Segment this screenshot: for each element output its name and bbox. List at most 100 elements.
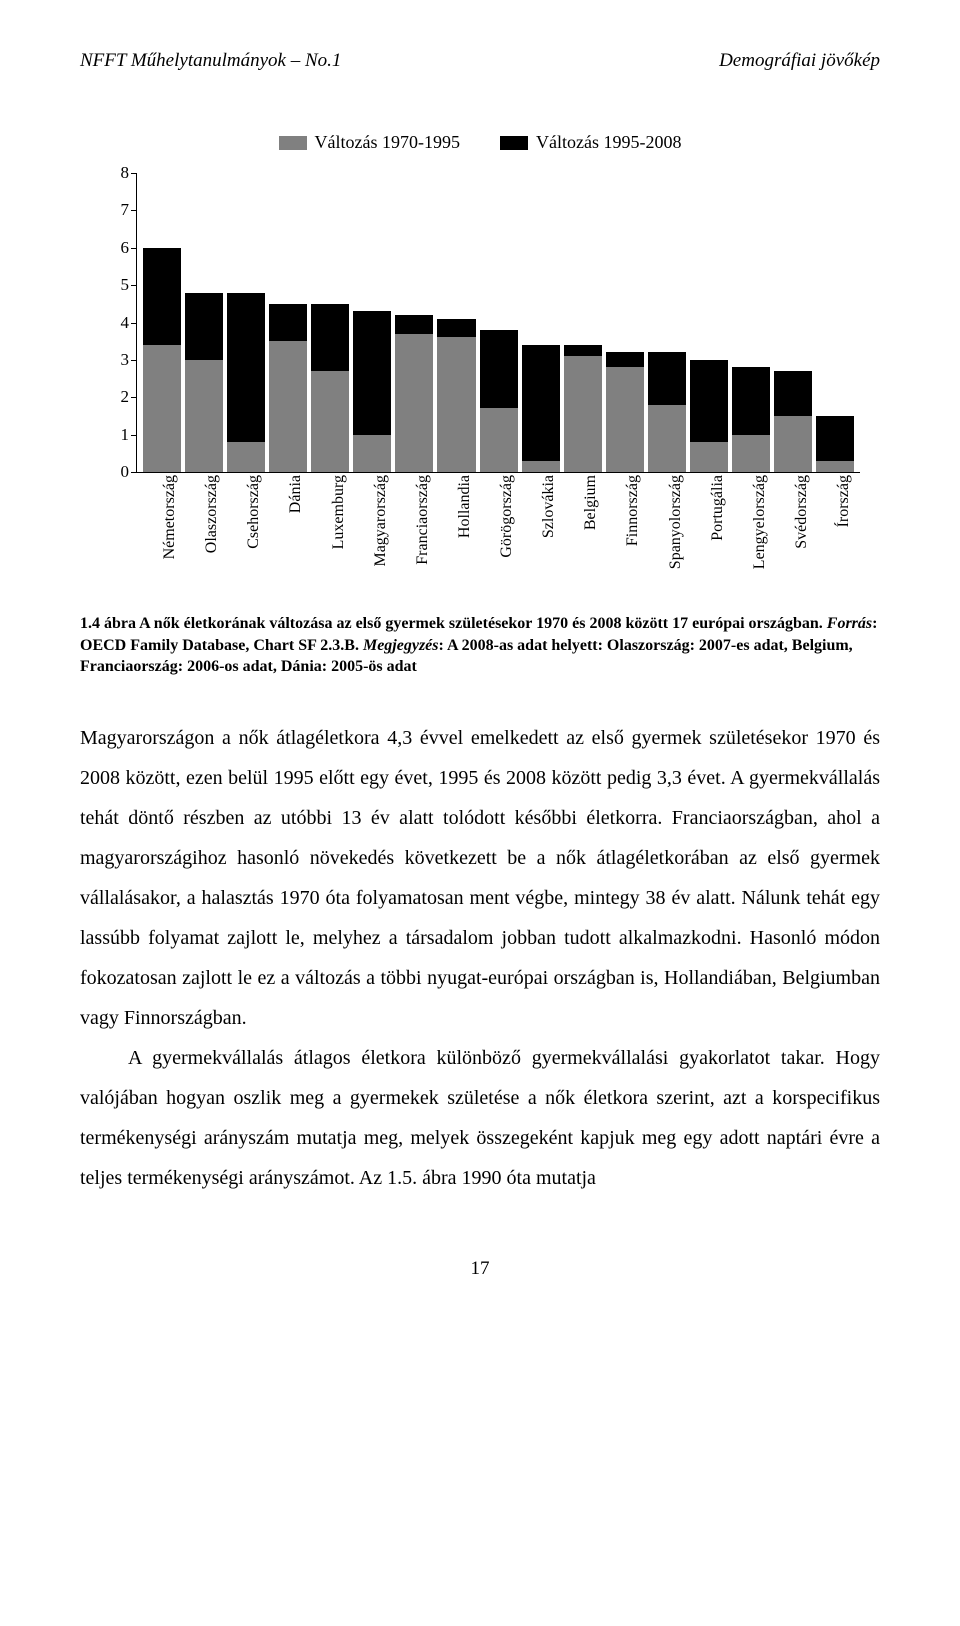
x-label: Csehország — [226, 473, 264, 533]
x-label: Hollandia — [437, 473, 475, 533]
page-number: 17 — [80, 1258, 880, 1280]
figure-caption: 1.4 ábra A nők életkorának változása az … — [80, 613, 880, 678]
legend-swatch — [279, 136, 307, 150]
bar — [143, 173, 181, 472]
bar — [353, 173, 391, 472]
bar-segment-1995-2008 — [606, 352, 644, 367]
bar — [732, 173, 770, 472]
bar-segment-1995-2008 — [732, 367, 770, 434]
bar — [606, 173, 644, 472]
bar — [311, 173, 349, 472]
bar-segment-1995-2008 — [269, 304, 307, 341]
y-tick-mark — [131, 173, 137, 174]
chart-plot: 012345678 — [136, 173, 860, 473]
x-label: Szlovákia — [521, 473, 559, 533]
x-label: Spanyolország — [648, 473, 686, 533]
bar — [522, 173, 560, 472]
bar-segment-1995-2008 — [395, 315, 433, 334]
y-tick-mark — [131, 210, 137, 211]
bar-segment-1970-1995 — [606, 367, 644, 472]
bar — [564, 173, 602, 472]
legend-label: Változás 1970-1995 — [315, 132, 460, 153]
bar-segment-1970-1995 — [648, 405, 686, 472]
bar-segment-1995-2008 — [437, 319, 475, 338]
bar — [648, 173, 686, 472]
bar-segment-1970-1995 — [564, 356, 602, 472]
bar-segment-1970-1995 — [353, 435, 391, 472]
header-right: Demográfiai jövőkép — [719, 50, 880, 72]
y-tick-label: 6 — [105, 238, 129, 258]
bar-segment-1970-1995 — [816, 461, 854, 472]
bar — [437, 173, 475, 472]
legend-label: Változás 1995-2008 — [536, 132, 681, 153]
bar-segment-1995-2008 — [564, 345, 602, 356]
bar-segment-1995-2008 — [522, 345, 560, 461]
bar-segment-1995-2008 — [816, 416, 854, 461]
x-label: Belgium — [563, 473, 601, 533]
chart-legend: Változás 1970-1995 Változás 1995-2008 — [279, 132, 682, 153]
bar-segment-1970-1995 — [143, 345, 181, 472]
caption-note-label: Megjegyzés — [363, 637, 439, 654]
bar-segment-1970-1995 — [185, 360, 223, 472]
bar-segment-1970-1995 — [480, 408, 518, 472]
x-label: Írország — [816, 473, 854, 533]
y-tick-mark — [131, 285, 137, 286]
legend-swatch — [500, 136, 528, 150]
bar-segment-1995-2008 — [227, 293, 265, 443]
bar — [480, 173, 518, 472]
x-label: Finnország — [605, 473, 643, 533]
y-tick-label: 5 — [105, 275, 129, 295]
bar — [774, 173, 812, 472]
bar-segment-1995-2008 — [690, 360, 728, 442]
bar-segment-1995-2008 — [353, 311, 391, 434]
bar — [816, 173, 854, 472]
bar-segment-1970-1995 — [732, 435, 770, 472]
paragraph-2: A gyermekvállalás átlagos életkora külön… — [80, 1038, 880, 1198]
bar-segment-1995-2008 — [311, 304, 349, 371]
y-tick-mark — [131, 360, 137, 361]
y-tick-mark — [131, 248, 137, 249]
paragraph-1: Magyarországon a nők átlagéletkora 4,3 é… — [80, 718, 880, 1038]
y-tick-label: 4 — [105, 313, 129, 333]
x-label: Görögország — [479, 473, 517, 533]
x-label: Svédország — [774, 473, 812, 533]
header-left: NFFT Műhelytanulmányok – No.1 — [80, 50, 341, 72]
y-tick-label: 2 — [105, 387, 129, 407]
x-label: Franciaország — [395, 473, 433, 533]
y-tick-mark — [131, 435, 137, 436]
bar-segment-1970-1995 — [690, 442, 728, 472]
x-label: Magyarország — [353, 473, 391, 533]
caption-main: 1.4 ábra A nők életkorának változása az … — [80, 615, 827, 632]
x-label: Németország — [142, 473, 180, 533]
y-tick-mark — [131, 323, 137, 324]
bar-segment-1970-1995 — [774, 416, 812, 472]
chart-x-labels: NémetországOlaszországCsehországDániaLux… — [136, 473, 860, 533]
bar-segment-1970-1995 — [395, 334, 433, 472]
legend-item: Változás 1995-2008 — [500, 132, 681, 153]
bar — [269, 173, 307, 472]
caption-source-label: Forrás — [827, 615, 872, 632]
y-tick-label: 1 — [105, 425, 129, 445]
bar — [690, 173, 728, 472]
bar-segment-1995-2008 — [143, 248, 181, 345]
y-tick-mark — [131, 397, 137, 398]
y-tick-label: 7 — [105, 200, 129, 220]
bar-segment-1995-2008 — [648, 352, 686, 404]
x-label: Dánia — [268, 473, 306, 533]
bar-segment-1995-2008 — [774, 371, 812, 416]
bar-segment-1970-1995 — [522, 461, 560, 472]
chart-container: Változás 1970-1995Változás 1995-2008 012… — [80, 132, 880, 533]
y-tick-label: 0 — [105, 462, 129, 482]
bar — [185, 173, 223, 472]
x-label: Luxemburg — [311, 473, 349, 533]
body-text: Magyarországon a nők átlagéletkora 4,3 é… — [80, 718, 880, 1198]
x-label: Lengyelország — [732, 473, 770, 533]
bar — [395, 173, 433, 472]
bar — [227, 173, 265, 472]
bar-segment-1970-1995 — [311, 371, 349, 472]
bar-segment-1970-1995 — [269, 341, 307, 472]
bar-segment-1995-2008 — [185, 293, 223, 360]
bar-segment-1970-1995 — [227, 442, 265, 472]
bar-segment-1970-1995 — [437, 337, 475, 472]
y-tick-label: 3 — [105, 350, 129, 370]
